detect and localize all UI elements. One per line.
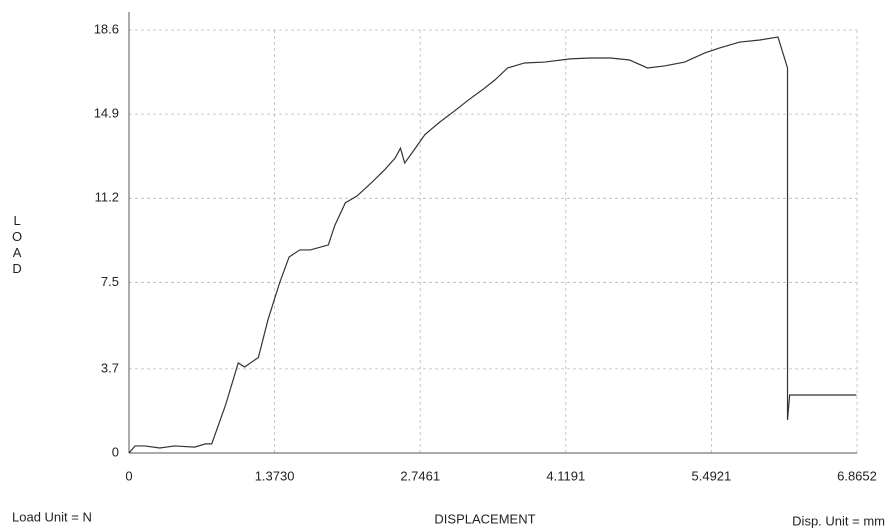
y-tick-label: 14.9 (94, 106, 119, 121)
x-axis-label: DISPLACEMENT (434, 511, 535, 526)
load-unit-note: Load Unit = N (12, 509, 92, 524)
y-axis-label: LOAD (10, 213, 25, 277)
data-line (128, 36, 857, 454)
y-tick-label: 18.6 (94, 21, 119, 36)
y-tick-label: 11.2 (95, 190, 119, 205)
disp-unit-note: Disp. Unit = mm (792, 513, 885, 528)
x-tick-label: 4.1191 (546, 468, 585, 483)
y-tick-label: 7.5 (101, 274, 119, 289)
x-tick-label: 1.3730 (255, 468, 295, 483)
x-tick-label: 0 (125, 468, 132, 483)
x-tick-label: 2.7461 (400, 468, 440, 483)
y-tick-label: 0 (112, 444, 119, 459)
x-tick-label: 6.8652 (837, 468, 877, 483)
x-tick-label: 5.4921 (692, 468, 732, 483)
y-tick-label: 3.7 (101, 360, 119, 375)
